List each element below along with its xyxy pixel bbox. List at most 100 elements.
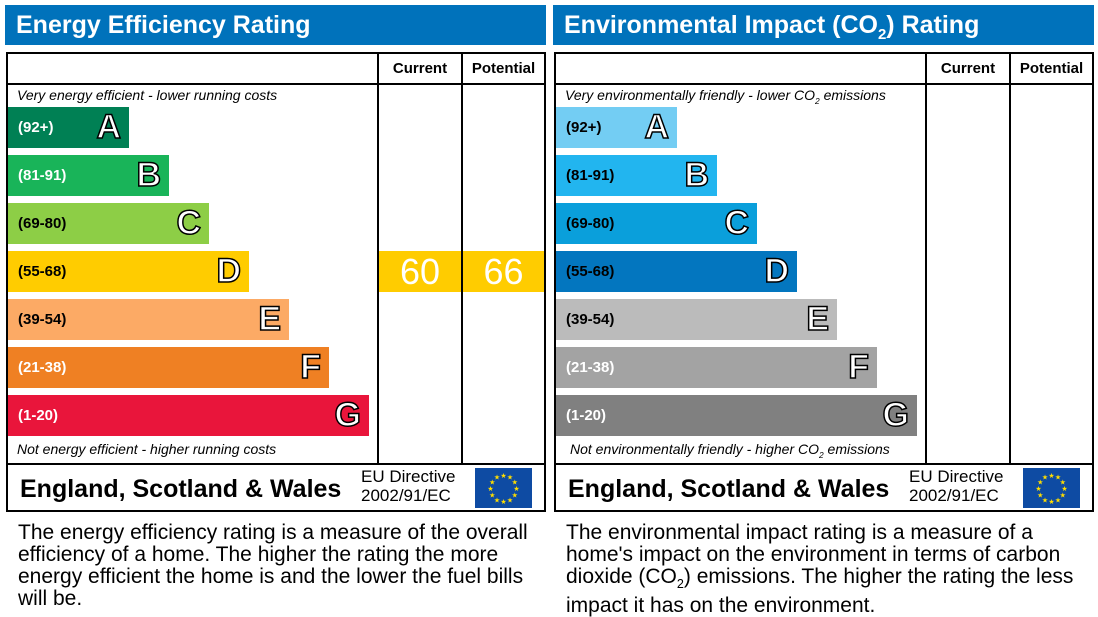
- divider: [461, 54, 463, 465]
- star-icon: ★: [1055, 474, 1061, 482]
- band-letter: C: [176, 203, 202, 243]
- directive-number: 2002/91/EC: [909, 486, 999, 505]
- band-range: (21-38): [18, 359, 67, 376]
- star-icon: ★: [487, 485, 493, 493]
- eu-directive: EU Directive 2002/91/EC: [909, 467, 1003, 505]
- chart-title: Environmental Impact (CO2) Rating: [553, 5, 1094, 45]
- environmental-impact-panel: Environmental Impact (CO2) Rating Curren…: [553, 0, 1095, 617]
- region-label: England, Scotland & Wales: [568, 475, 890, 503]
- band-range: (1-20): [18, 407, 59, 424]
- band-f: (21-38) F: [8, 347, 329, 388]
- star-icon: ★: [1042, 496, 1048, 504]
- band-letter: D: [764, 251, 790, 291]
- band-letter: A: [96, 107, 122, 147]
- energy-efficiency-panel: Energy Efficiency Rating Current Potenti…: [5, 0, 547, 613]
- divider: [8, 463, 544, 465]
- directive-label: EU Directive: [361, 467, 456, 486]
- divider: [1009, 54, 1011, 465]
- band-range: (81-91): [18, 167, 67, 184]
- potential-rating-value: 66: [463, 251, 544, 292]
- band-letter: C: [724, 203, 750, 243]
- band-letter: G: [882, 395, 910, 435]
- band-e: (39-54) E: [556, 299, 837, 340]
- band-c: (69-80) C: [556, 203, 757, 244]
- divider: [925, 54, 927, 465]
- band-letter: F: [847, 347, 869, 387]
- band-a: (92+) A: [8, 107, 129, 148]
- star-icon: ★: [512, 479, 518, 487]
- star-icon: ★: [494, 496, 500, 504]
- band-g: (1-20) G: [556, 395, 917, 436]
- rating-table: Current Potential Very environmentally f…: [554, 52, 1094, 512]
- star-icon: ★: [512, 492, 518, 500]
- star-icon: ★: [1060, 479, 1066, 487]
- description: The energy efficiency rating is a measur…: [18, 521, 528, 610]
- band-range: (55-68): [18, 263, 67, 280]
- band-letter: D: [216, 251, 242, 291]
- chart-title: Energy Efficiency Rating: [5, 5, 546, 45]
- band-d: (55-68) D: [556, 251, 797, 292]
- directive-label: EU Directive: [909, 467, 1004, 486]
- band-range: (69-80): [18, 215, 67, 232]
- column-header-current: Current: [392, 60, 448, 77]
- star-icon: ★: [489, 479, 495, 487]
- column-header-current: Current: [940, 60, 996, 77]
- band-range: (39-54): [566, 311, 615, 328]
- description: The environmental impact rating is a mea…: [566, 521, 1074, 617]
- eu-flag-icon: ★ ★★★★★★★★★★★: [475, 468, 532, 508]
- star-icon: ★: [1048, 472, 1054, 480]
- rating-table: Current Potential Very energy efficient …: [6, 52, 546, 512]
- eu-flag-icon: ★ ★★★★★★★★★★★: [1023, 468, 1080, 508]
- current-rating-value: 60: [379, 251, 461, 292]
- star-icon: ★: [1037, 479, 1043, 487]
- star-icon: ★: [507, 496, 513, 504]
- band-range: (92+): [566, 119, 602, 136]
- divider: [8, 83, 544, 85]
- top-note: Very energy efficient - lower running co…: [17, 87, 278, 103]
- star-icon: ★: [1042, 474, 1048, 482]
- eu-directive: EU Directive 2002/91/EC: [361, 467, 455, 505]
- star-icon: ★: [1037, 492, 1043, 500]
- band-letter: A: [644, 107, 670, 147]
- band-letter: B: [684, 155, 710, 195]
- bottom-note: Not energy efficient - higher running co…: [17, 441, 277, 457]
- band-range: (21-38): [566, 359, 615, 376]
- band-b: (81-91) B: [8, 155, 169, 196]
- star-icon: ★: [1055, 496, 1061, 504]
- divider: [556, 83, 1092, 85]
- band-letter: B: [136, 155, 162, 195]
- band-range: (55-68): [566, 263, 615, 280]
- band-range: (69-80): [566, 215, 615, 232]
- band-letter: F: [299, 347, 321, 387]
- band-d: (55-68) D: [8, 251, 249, 292]
- band-range: (1-20): [566, 407, 607, 424]
- band-letter: G: [334, 395, 362, 435]
- star-icon: ★: [1048, 498, 1054, 506]
- directive-number: 2002/91/EC: [361, 486, 451, 505]
- band-range: (92+): [18, 119, 54, 136]
- star-icon: ★: [513, 485, 519, 493]
- star-icon: ★: [507, 474, 513, 482]
- band-e: (39-54) E: [8, 299, 289, 340]
- column-header-potential: Potential: [1019, 60, 1084, 77]
- star-icon: ★: [1060, 492, 1066, 500]
- star-icon: ★: [489, 492, 495, 500]
- band-range: (81-91): [566, 167, 615, 184]
- band-letter: E: [806, 299, 830, 339]
- band-a: (92+) A: [556, 107, 677, 148]
- divider: [556, 463, 1092, 465]
- star-icon: ★: [500, 498, 506, 506]
- band-f: (21-38) F: [556, 347, 877, 388]
- band-letter: E: [258, 299, 282, 339]
- band-b: (81-91) B: [556, 155, 717, 196]
- star-icon: ★: [1035, 485, 1041, 493]
- star-icon: ★: [494, 474, 500, 482]
- bottom-note: Not environmentally friendly - higher CO…: [570, 441, 890, 460]
- band-range: (39-54): [18, 311, 67, 328]
- divider: [377, 54, 379, 465]
- star-icon: ★: [500, 472, 506, 480]
- band-g: (1-20) G: [8, 395, 369, 436]
- column-header-potential: Potential: [471, 60, 536, 77]
- star-icon: ★: [1061, 485, 1067, 493]
- band-c: (69-80) C: [8, 203, 209, 244]
